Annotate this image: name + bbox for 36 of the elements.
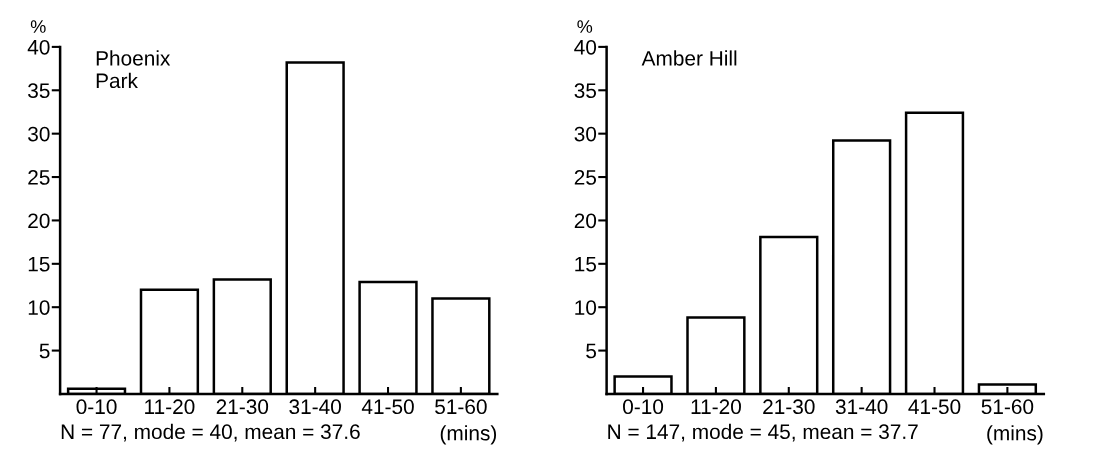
text: (mins) bbox=[987, 425, 1043, 445]
y-tick-label: 25 bbox=[28, 170, 50, 185]
x-tick-label: 0-10 bbox=[76, 399, 117, 415]
x-tick-label: 51-60 bbox=[435, 399, 487, 415]
x-tick-label: 31-40 bbox=[835, 399, 888, 415]
y-tick-label: 10 bbox=[28, 300, 50, 315]
y-tick-label: 35 bbox=[28, 83, 50, 99]
x-axis-title: N = 77, mode = 40, mean = 37.6 bbox=[61, 423, 360, 442]
x-tick-label: 11-20 bbox=[691, 399, 741, 415]
y-tick-label: 35 bbox=[574, 83, 597, 99]
text: Phoenix Park bbox=[96, 50, 171, 89]
y-tick-label: 5 bbox=[586, 343, 597, 359]
y-tick-label: 5 bbox=[39, 343, 50, 359]
y-tick-label: 10 bbox=[575, 300, 597, 315]
x-tick-label: 41-50 bbox=[908, 399, 961, 415]
y-tick-label: 40 bbox=[27, 39, 50, 55]
y-tick-label: 25 bbox=[574, 170, 597, 185]
x-tick-label: 41-50 bbox=[361, 399, 414, 415]
y-tick-label: 30 bbox=[28, 126, 50, 142]
y-axis-title: % bbox=[577, 20, 593, 33]
y-tick-label: 15 bbox=[28, 257, 50, 272]
x-tick-label: 21-30 bbox=[216, 399, 269, 415]
y-tick-label: 15 bbox=[575, 257, 597, 272]
x-tick-label: 0-10 bbox=[623, 399, 664, 415]
y-tick-label: 20 bbox=[574, 213, 597, 229]
x-axis-title: N = 147, mode = 45, mean = 37.7 bbox=[608, 423, 918, 442]
x-tick-label: 21-30 bbox=[763, 399, 815, 415]
text: (mins) bbox=[440, 425, 497, 445]
chart-title: Amber Hill bbox=[641, 50, 737, 66]
x-tick-label: 11-20 bbox=[145, 399, 195, 415]
y-tick-label: 40 bbox=[574, 39, 597, 55]
y-tick-label: 30 bbox=[574, 126, 597, 142]
y-axis-title: % bbox=[30, 20, 46, 33]
y-tick-label: 20 bbox=[28, 213, 50, 229]
x-tick-label: 31-40 bbox=[289, 399, 341, 415]
x-tick-label: 51-60 bbox=[981, 399, 1034, 415]
